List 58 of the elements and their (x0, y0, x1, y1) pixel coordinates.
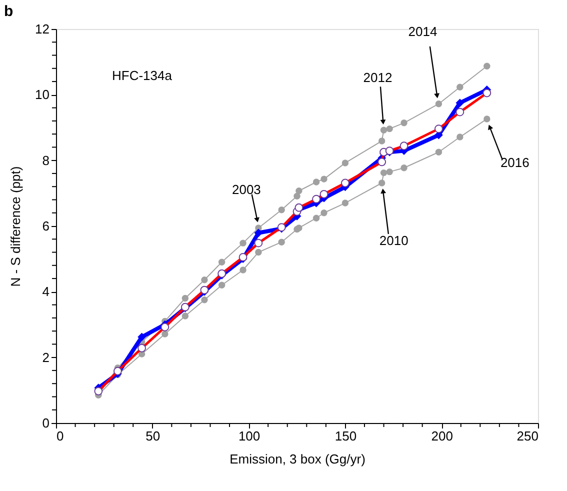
point (456, 84, 464, 90)
chart-title: b (4, 3, 14, 20)
point (182, 294, 189, 302)
y-tick-label: 4 (42, 284, 50, 300)
point (218, 282, 226, 288)
y-axis-title: N - S difference (ppt) (8, 166, 24, 287)
point (312, 214, 320, 222)
point (255, 248, 262, 256)
y-tick-label: 12 (35, 22, 50, 36)
x-tick-label: 50 (146, 428, 160, 444)
point (201, 296, 208, 304)
y-tick-label: 10 (35, 87, 50, 102)
point (435, 100, 442, 108)
point (456, 98, 464, 108)
point (162, 330, 168, 338)
x-tick-label: 0 (56, 428, 64, 444)
annotation: 2012 (363, 70, 392, 86)
point (484, 62, 490, 70)
point (386, 125, 393, 132)
y-tick-label: 6 (42, 218, 50, 234)
point (378, 180, 386, 186)
point (312, 178, 320, 186)
point (182, 312, 189, 320)
y-tick-label: 8 (42, 152, 50, 168)
point (456, 134, 464, 140)
point (342, 160, 349, 166)
point (380, 126, 388, 134)
annotation: 2003 (232, 182, 261, 197)
point (320, 176, 328, 182)
point (240, 266, 246, 274)
point (278, 206, 285, 214)
point (278, 238, 285, 246)
point (380, 169, 388, 176)
x-tick-label: 250 (516, 428, 538, 444)
annotation: 2010 (379, 232, 408, 248)
y-tick-label: 0 (42, 416, 50, 430)
point (484, 116, 490, 122)
point (378, 138, 386, 144)
point (218, 258, 226, 266)
point (400, 164, 408, 172)
point (342, 200, 349, 206)
point (435, 148, 442, 156)
point (296, 188, 302, 194)
x-tick-label: 200 (431, 428, 453, 444)
annotation: 2016 (500, 154, 530, 170)
x-axis-title: Emission, 3 box (Gg/yr) (230, 452, 366, 466)
annotation: HFC-134a (112, 68, 173, 83)
x-tick-label: 150 (334, 428, 357, 444)
point (320, 210, 328, 216)
point (240, 240, 246, 246)
y-tick-label: 2 (42, 350, 50, 365)
point (386, 168, 393, 176)
annotation: 2014 (408, 24, 438, 39)
point (400, 120, 408, 126)
x-tick-label: 100 (238, 428, 260, 444)
point (138, 332, 146, 342)
point (201, 276, 208, 284)
point (294, 192, 300, 200)
